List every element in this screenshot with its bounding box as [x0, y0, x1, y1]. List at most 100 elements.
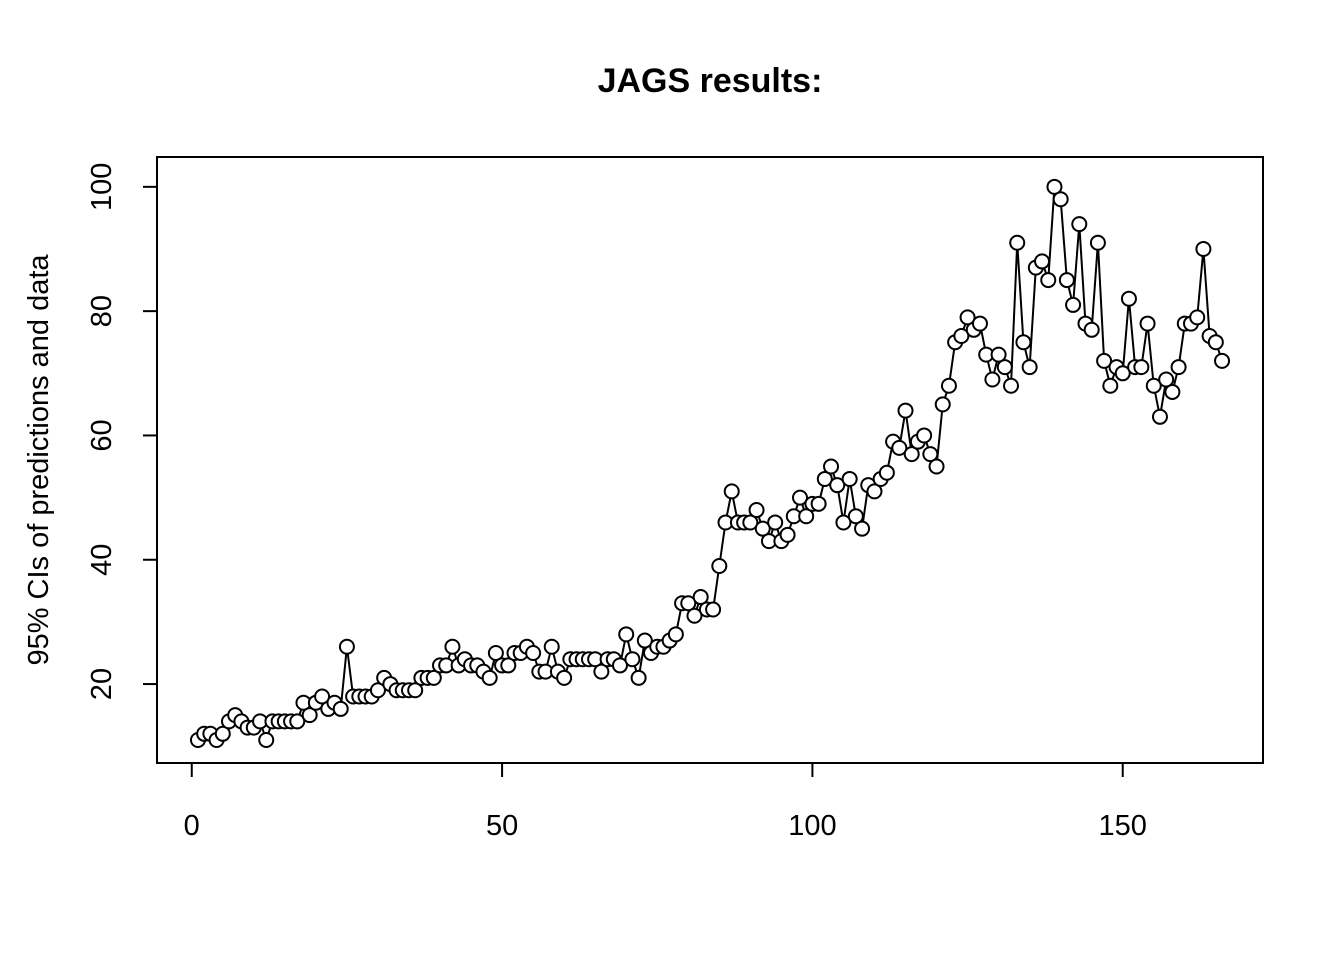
data-point: [1151, 408, 1168, 425]
data-point: [934, 396, 951, 413]
data-point: [1058, 272, 1075, 289]
data-point: [1158, 371, 1175, 388]
data-point: [407, 682, 424, 699]
data-point: [866, 483, 883, 500]
data-point: [996, 359, 1013, 376]
data-point: [680, 595, 697, 612]
data-point: [1015, 334, 1032, 351]
y-tick-label: 80: [86, 295, 118, 327]
data-point: [667, 626, 684, 643]
data-point: [754, 520, 771, 537]
data-point: [835, 514, 852, 531]
data-point: [1189, 309, 1206, 326]
data-point: [953, 328, 970, 345]
data-point: [618, 626, 635, 643]
data-point: [1120, 290, 1137, 307]
data-point: [314, 688, 331, 705]
y-tick-label: 100: [86, 163, 118, 211]
data-point: [1040, 272, 1057, 289]
data-point: [1065, 296, 1082, 313]
data-point: [525, 644, 542, 661]
data-point: [1207, 334, 1224, 351]
data-point: [630, 669, 647, 686]
data-point: [1046, 178, 1063, 195]
data-point: [971, 315, 988, 332]
data-point: [816, 470, 833, 487]
data-point: [711, 557, 728, 574]
data-point: [593, 663, 610, 680]
data-point: [686, 607, 703, 624]
data-point: [922, 446, 939, 463]
chart-title: JAGS results:: [598, 62, 823, 100]
data-point: [481, 669, 498, 686]
data-point: [624, 651, 641, 668]
data-point: [1133, 359, 1150, 376]
data-point: [289, 713, 306, 730]
data-point: [891, 439, 908, 456]
data-point: [823, 458, 840, 475]
data-point: [487, 644, 504, 661]
data-point: [1145, 377, 1162, 394]
data-point: [723, 483, 740, 500]
data-point: [369, 682, 386, 699]
data-point: [258, 732, 275, 749]
data-point: [1052, 191, 1069, 208]
data-point: [301, 707, 318, 724]
data-point: [841, 470, 858, 487]
y-tick-label: 20: [86, 668, 118, 700]
data-point: [1021, 359, 1038, 376]
data-point: [742, 514, 759, 531]
x-tick-label: 150: [1099, 810, 1147, 842]
data-point: [791, 489, 808, 506]
data-point: [444, 638, 461, 655]
data-point: [500, 657, 517, 674]
data-point: [692, 589, 709, 606]
data-point: [854, 520, 871, 537]
data-point: [1089, 234, 1106, 251]
x-tick-label: 0: [184, 810, 200, 842]
data-point: [214, 725, 231, 742]
data-point: [636, 632, 653, 649]
data-point: [1102, 377, 1119, 394]
data-point: [940, 377, 957, 394]
data-point: [612, 657, 629, 674]
data-point: [903, 446, 920, 463]
data-point: [829, 477, 846, 494]
data-point: [878, 464, 895, 481]
data-point: [984, 371, 1001, 388]
x-tick-label: 50: [486, 810, 518, 842]
data-point: [338, 638, 355, 655]
data-point: [1009, 234, 1026, 251]
data-point: [748, 502, 765, 519]
data-point: [779, 526, 796, 543]
data-point: [1071, 216, 1088, 233]
data-point: [1003, 377, 1020, 394]
data-point: [990, 346, 1007, 363]
data-point: [810, 495, 827, 512]
data-point: [916, 427, 933, 444]
x-tick-label: 100: [788, 810, 836, 842]
data-point: [1083, 321, 1100, 338]
data-point: [1170, 359, 1187, 376]
data-point: [1195, 240, 1212, 257]
data-point: [1214, 352, 1231, 369]
data-point: [928, 458, 945, 475]
data-point: [705, 601, 722, 618]
data-point: [543, 638, 560, 655]
data-line: [197, 183, 1223, 744]
data-point: [798, 508, 815, 525]
data-point: [1034, 253, 1051, 270]
data-point: [425, 669, 442, 686]
data-point: [767, 514, 784, 531]
data-point: [1139, 315, 1156, 332]
y-tick-label: 60: [86, 419, 118, 451]
data-point: [897, 402, 914, 419]
data-point: [1164, 383, 1181, 400]
data-point: [556, 669, 573, 686]
data-point: [847, 508, 864, 525]
data-point: [1096, 352, 1113, 369]
y-axis-label: 95% CIs of predictions and data: [23, 254, 55, 666]
data-point: [1114, 365, 1131, 382]
data-point: [332, 700, 349, 717]
